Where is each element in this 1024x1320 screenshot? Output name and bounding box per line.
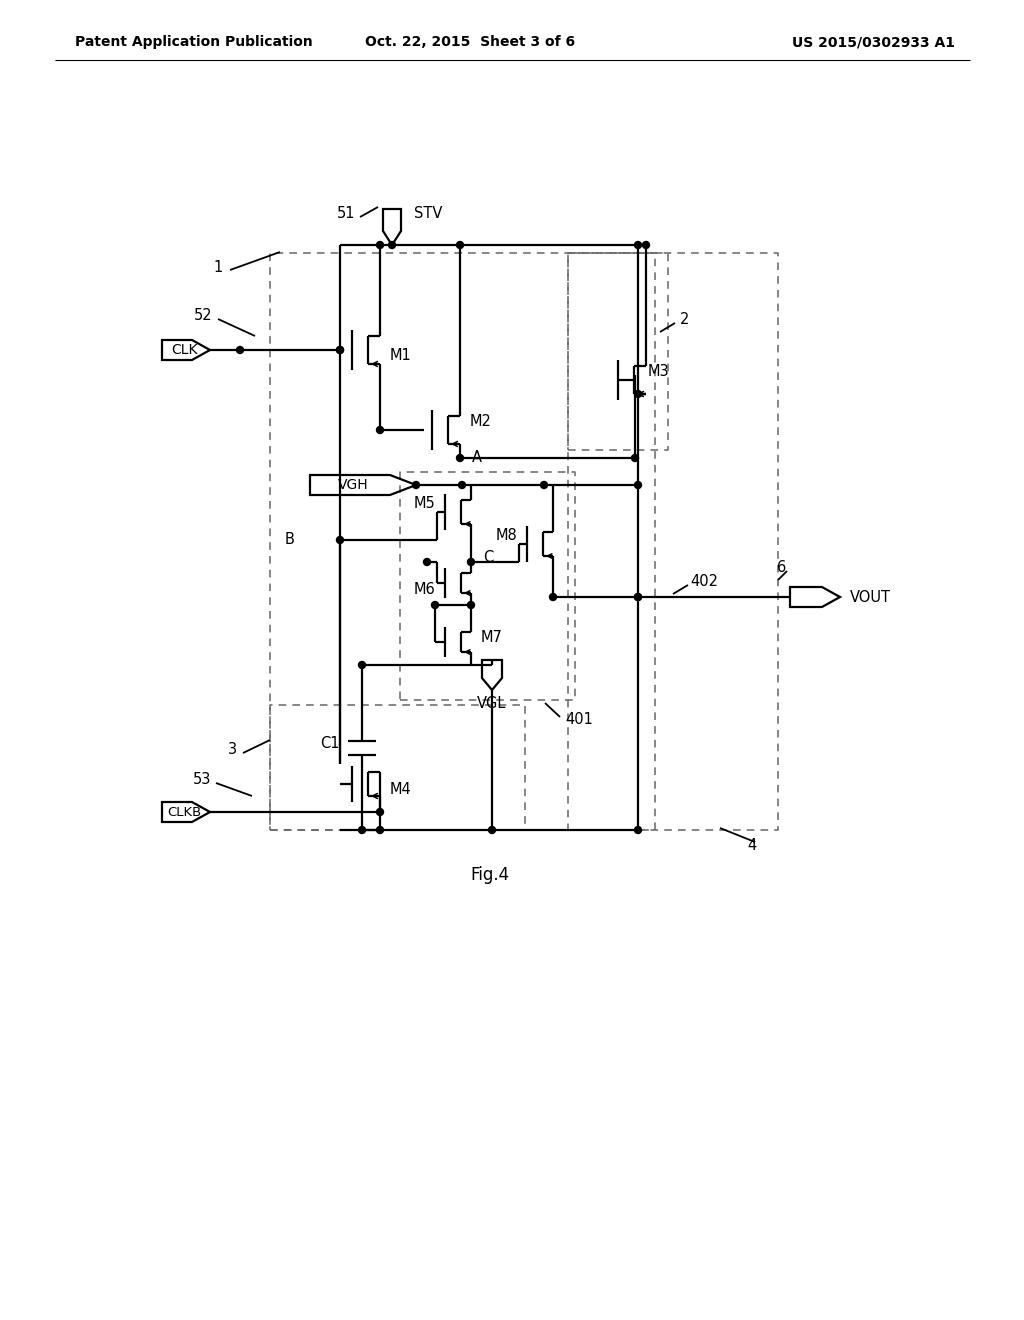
Circle shape: [377, 242, 384, 248]
Circle shape: [358, 661, 366, 668]
Text: 401: 401: [565, 713, 593, 727]
Text: M8: M8: [496, 528, 517, 544]
Text: 1: 1: [214, 260, 223, 275]
Text: B: B: [285, 532, 295, 548]
Circle shape: [468, 558, 474, 565]
Text: M2: M2: [470, 414, 492, 429]
Text: M3: M3: [648, 364, 670, 380]
Text: C1: C1: [321, 735, 340, 751]
Text: 2: 2: [680, 313, 689, 327]
Text: 402: 402: [690, 574, 718, 590]
Circle shape: [459, 482, 466, 488]
Circle shape: [550, 594, 556, 601]
Circle shape: [431, 602, 438, 609]
Circle shape: [635, 594, 641, 601]
Circle shape: [635, 594, 641, 601]
Text: A: A: [472, 450, 482, 466]
Circle shape: [377, 826, 384, 833]
Text: Patent Application Publication: Patent Application Publication: [75, 36, 312, 49]
Circle shape: [388, 242, 395, 248]
Text: 4: 4: [748, 837, 757, 853]
Circle shape: [541, 482, 548, 488]
Text: VGL: VGL: [477, 696, 507, 710]
Text: Fig.4: Fig.4: [470, 866, 510, 884]
Circle shape: [635, 242, 641, 248]
Circle shape: [337, 536, 343, 544]
Text: 53: 53: [193, 772, 211, 788]
Text: 52: 52: [194, 308, 212, 322]
Circle shape: [337, 346, 343, 354]
Circle shape: [488, 826, 496, 833]
Text: C: C: [483, 549, 494, 565]
Text: 6: 6: [777, 561, 786, 576]
Circle shape: [424, 558, 430, 565]
Text: CLK: CLK: [171, 343, 198, 356]
Circle shape: [635, 826, 641, 833]
Circle shape: [468, 602, 474, 609]
Text: CLKB: CLKB: [167, 805, 201, 818]
Text: M6: M6: [414, 582, 435, 597]
Circle shape: [337, 346, 343, 354]
Text: M5: M5: [414, 496, 435, 511]
Circle shape: [358, 826, 366, 833]
Text: 3: 3: [228, 742, 237, 758]
Circle shape: [377, 808, 384, 816]
Text: M1: M1: [390, 348, 412, 363]
Text: 51: 51: [337, 206, 355, 222]
Text: US 2015/0302933 A1: US 2015/0302933 A1: [792, 36, 955, 49]
Circle shape: [635, 482, 641, 488]
Text: STV: STV: [414, 206, 442, 222]
Text: Oct. 22, 2015  Sheet 3 of 6: Oct. 22, 2015 Sheet 3 of 6: [365, 36, 575, 49]
Text: VOUT: VOUT: [850, 590, 891, 605]
Circle shape: [413, 482, 420, 488]
Circle shape: [642, 242, 649, 248]
Circle shape: [457, 454, 464, 462]
Text: M7: M7: [481, 630, 503, 644]
Text: VGH: VGH: [338, 478, 369, 492]
Circle shape: [237, 346, 244, 354]
Circle shape: [377, 426, 384, 433]
Circle shape: [635, 391, 641, 397]
Circle shape: [457, 242, 464, 248]
Text: M4: M4: [390, 783, 412, 797]
Circle shape: [632, 454, 639, 462]
